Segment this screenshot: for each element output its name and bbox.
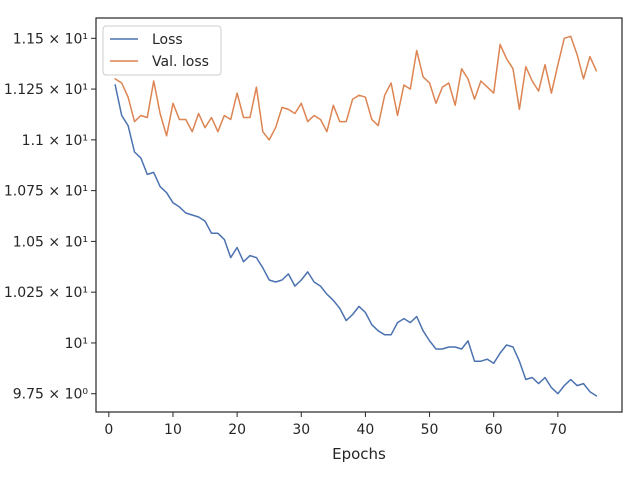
axes (95, 17, 623, 413)
x-tick-label: 20 (228, 422, 246, 438)
y-tick-label: 10¹ (65, 336, 88, 352)
x-axis-label: Epochs (332, 445, 386, 463)
y-tick-label: 1.125 × 10¹ (4, 82, 88, 98)
series-line-loss (114, 84, 598, 397)
x-tick-label: 30 (292, 422, 310, 438)
plot-area (114, 35, 598, 397)
y-tick-label: 1.1 × 10¹ (22, 133, 88, 149)
x-tick-label: 10 (164, 422, 182, 438)
series-line-val-loss (114, 35, 598, 141)
axes-frame (95, 17, 623, 413)
legend: Loss Val. loss (102, 25, 222, 76)
y-tick-label: 1.15 × 10¹ (13, 31, 88, 47)
y-tick-label: 1.075 × 10¹ (4, 184, 88, 200)
x-tick-label: 60 (485, 422, 503, 438)
x-tick-label: 70 (549, 422, 567, 438)
legend-label: Loss (152, 32, 183, 48)
y-axis-ticks: 9.75 × 10⁰ 10¹ 1.025 × 10¹ 1.05 × 10¹ 1.075 … (4, 31, 96, 403)
y-tick-label: 1.05 × 10¹ (13, 234, 88, 250)
x-tick-label: 0 (104, 422, 113, 438)
series-lines (114, 35, 598, 397)
x-axis-ticks: 0 10 20 30 40 50 60 70 (104, 412, 567, 438)
legend-label: Val. loss (152, 54, 209, 70)
y-tick-label: 9.75 × 10⁰ (13, 387, 89, 403)
y-tick-label: 1.025 × 10¹ (4, 285, 88, 301)
x-tick-label: 40 (357, 422, 375, 438)
x-tick-label: 50 (421, 422, 439, 438)
